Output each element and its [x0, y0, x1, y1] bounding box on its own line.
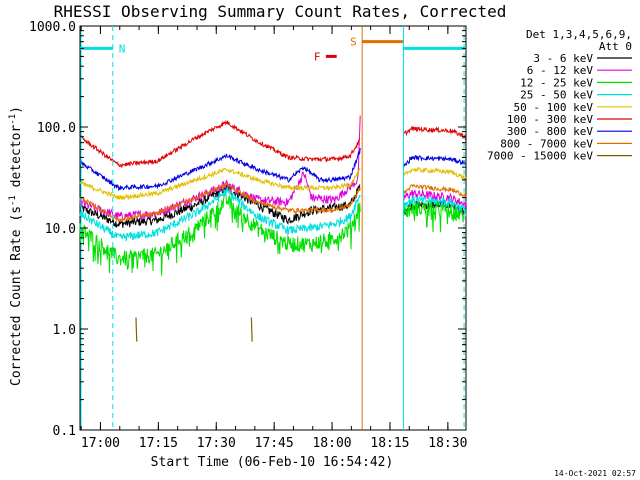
- y-tick-label: 10.0: [45, 222, 76, 237]
- x-axis-label: Start Time (06-Feb-10 16:54:42): [151, 455, 394, 470]
- series-6-12-kev-line: [79, 115, 361, 221]
- series-12-25-kev-line: [79, 192, 361, 276]
- y-tick-label: 1000.0: [29, 20, 76, 35]
- legend-label-25-50-kev: 25 - 50 keV: [520, 89, 593, 102]
- y-tick-label: 1.0: [53, 323, 76, 338]
- x-tick-label: 17:00: [81, 436, 120, 451]
- series-7000-15000-kev-spike: [250, 317, 253, 342]
- y-tick-label: 100.0: [37, 121, 76, 136]
- legend-label-12-25-kev: 12 - 25 keV: [520, 76, 593, 89]
- legend-label-300-800-kev: 300 - 800 keV: [507, 125, 593, 138]
- x-axis: 17:00 17:15 17:30 17:45 18:00 18:15 18:30: [80, 26, 467, 451]
- legend-label-50-100-kev: 50 - 100 keV: [514, 101, 594, 114]
- x-tick-label: 17:45: [255, 436, 294, 451]
- annotation-label-n: N: [119, 42, 126, 55]
- x-tick-label: 17:15: [139, 436, 178, 451]
- y-axis-label: Corrected Count Rate (s-1 detector-1): [8, 106, 24, 386]
- legend-label-7000-15000-kev: 7000 - 15000 keV: [487, 150, 593, 163]
- x-tick-label: 18:00: [312, 436, 351, 451]
- series-800-7000-kev-line: [79, 182, 361, 223]
- x-tick-label: 18:15: [370, 436, 409, 451]
- legend-header-line1: Det 1,3,4,5,6,9,: [526, 28, 632, 41]
- y-tick-label: 0.1: [53, 424, 76, 439]
- series-50-100-kev-line: [403, 166, 467, 181]
- plot-area: [79, 25, 467, 431]
- series-300-800-kev-line: [79, 147, 361, 192]
- timestamp: 14-Oct-2021 02:57: [554, 469, 636, 478]
- series-25-50-kev-line: [79, 187, 361, 242]
- legend-label-3-6-kev: 3 - 6 keV: [533, 52, 593, 65]
- x-tick-label: 18:30: [428, 436, 467, 451]
- plot-frame: [79, 25, 467, 431]
- series-800-7000-kev-line: [403, 183, 467, 198]
- series-300-800-kev-line: [403, 154, 466, 169]
- legend-label-100-300-kev: 100 - 300 keV: [507, 113, 593, 126]
- x-tick-label: 17:30: [197, 436, 236, 451]
- legend-header-line2: Att 0: [599, 40, 632, 53]
- annotation-label-f: F: [314, 50, 321, 63]
- y-axis: 1000.0 100.0 10.0 1.0 0.1: [29, 20, 466, 439]
- series-25-50-kev-line: [403, 195, 467, 215]
- series-7000-15000-kev-spike: [135, 317, 138, 342]
- series-layer: [79, 115, 467, 342]
- legend-label-6-12-kev: 6 - 12 keV: [527, 64, 594, 77]
- legend-label-800-7000-kev: 800 - 7000 keV: [500, 137, 593, 150]
- series-50-100-kev-line: [79, 167, 361, 201]
- chart-title: RHESSI Observing Summary Count Rates, Co…: [54, 2, 507, 21]
- series-100-300-kev-line: [79, 119, 361, 169]
- annotation-label-s: S: [350, 36, 357, 49]
- series-100-300-kev-line: [403, 125, 467, 141]
- series-6-12-kev-line: [403, 188, 467, 209]
